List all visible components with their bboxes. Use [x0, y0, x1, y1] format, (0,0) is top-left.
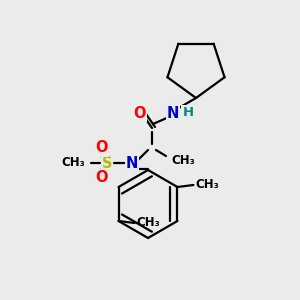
- Text: CH₃: CH₃: [195, 178, 219, 191]
- Text: O: O: [96, 140, 108, 155]
- Text: O: O: [96, 170, 108, 185]
- Text: N: N: [167, 106, 179, 121]
- Text: O: O: [134, 106, 146, 121]
- Text: CH₃: CH₃: [61, 157, 85, 169]
- Text: N: N: [126, 155, 138, 170]
- Text: S: S: [102, 155, 112, 170]
- Text: H: H: [182, 106, 194, 119]
- Text: CH₃: CH₃: [136, 217, 160, 230]
- Text: CH₃: CH₃: [171, 154, 195, 166]
